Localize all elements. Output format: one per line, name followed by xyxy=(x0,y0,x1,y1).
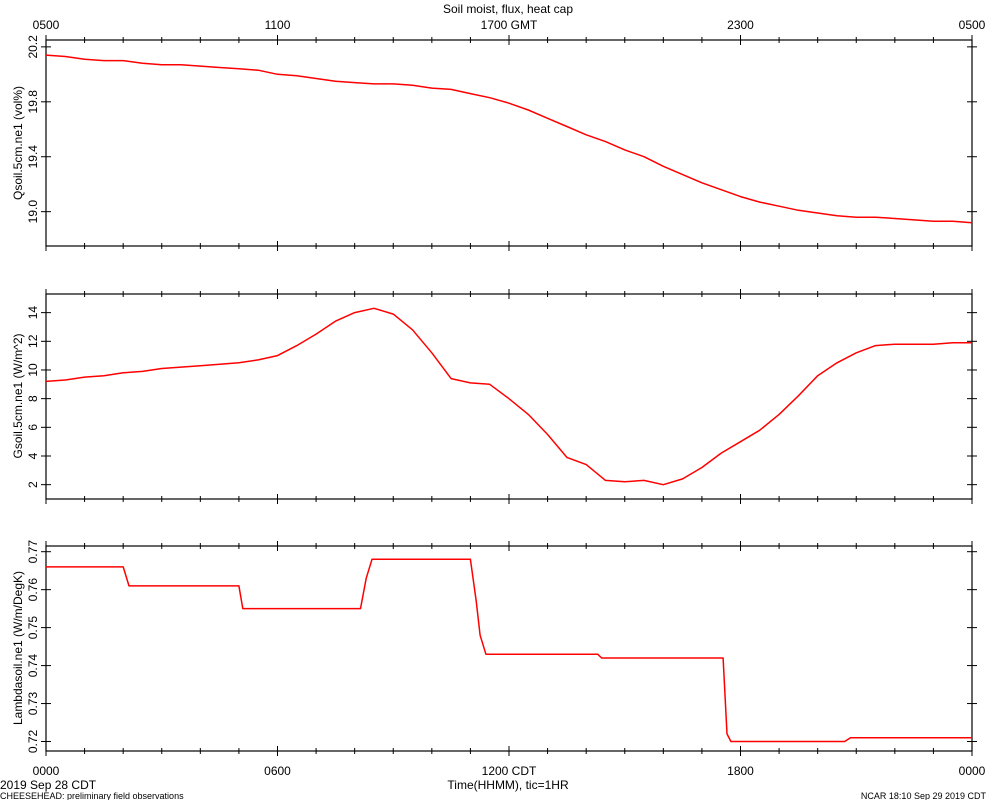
bottom-axis-tick-label: 0000 xyxy=(959,764,986,778)
y-tick-label: 0.72 xyxy=(26,730,40,754)
top-axis-tick-label: 1700 GMT xyxy=(481,18,538,32)
bottom-axis-tick-label: 0000 xyxy=(33,764,60,778)
panel-frame xyxy=(45,293,973,500)
footer-date: 2019 Sep 28 CDT xyxy=(0,778,97,792)
top-time-axis: 0500 1100 1700 GMT 2300 0500 xyxy=(33,18,986,32)
top-axis-tick-label: 1100 xyxy=(265,18,291,32)
panel-2-marks: 2 4 6 8 10 12 14 xyxy=(26,289,977,504)
series-line xyxy=(46,558,972,743)
y-tick-label: 2 xyxy=(26,481,40,488)
y-tick-label: 0.74 xyxy=(26,654,40,678)
top-axis-tick-label: 0500 xyxy=(959,18,986,32)
y-tick-label: 6 xyxy=(26,424,40,431)
y-tick-label: 19.4 xyxy=(26,145,40,169)
y-tick-label: 0.73 xyxy=(26,692,40,716)
bottom-time-axis: 0000 0600 1200 CDT 1800 0000 xyxy=(33,764,986,778)
y-tick-label: 10 xyxy=(26,363,40,377)
panel-frame xyxy=(45,545,973,752)
panel-soil-heat-flux: Gsoil.5cm.ne1 (W/m^2) xyxy=(11,293,973,500)
top-axis-tick-label: 2300 xyxy=(727,18,754,32)
y-axis-label: Qsoil.5cm.ne1 (vol%) xyxy=(11,86,25,200)
y-tick-label: 0.75 xyxy=(26,616,40,640)
y-axis-label: Lambdasoil.ne1 (W/m/DegK) xyxy=(11,571,25,725)
y-tick-label: 20.2 xyxy=(26,35,40,59)
panel-1-marks: 19.0 19.4 19.8 20.2 xyxy=(26,35,977,251)
y-tick-label: 0.76 xyxy=(26,578,40,602)
y-tick-label: 19.8 xyxy=(26,90,40,114)
footer-credit: NCAR 18:10 Sep 29 2019 CDT xyxy=(861,791,987,800)
series-line xyxy=(45,54,973,224)
bottom-axis-tick-label: 0600 xyxy=(264,764,291,778)
y-tick-label: 19.0 xyxy=(26,200,40,224)
y-tick-label: 4 xyxy=(26,452,40,459)
x-axis-label: Time(HHMM), tic=1HR xyxy=(447,778,569,792)
panel-3-marks: 0.72 0.73 0.74 0.75 0.76 0.77 xyxy=(26,540,977,756)
series-line xyxy=(45,307,972,486)
y-tick-label: 14 xyxy=(26,306,40,320)
y-tick-label: 0.77 xyxy=(26,540,40,564)
y-tick-label: 12 xyxy=(26,334,40,348)
bottom-axis-tick-label: 1200 CDT xyxy=(482,764,537,778)
panel-thermal-conductivity: Lambdasoil.ne1 (W/m/DegK) xyxy=(11,545,973,752)
bottom-axis-tick-label: 1800 xyxy=(727,764,754,778)
footer-project: CHEESEHEAD: preliminary field observatio… xyxy=(0,791,184,800)
chart-title: Soil moist, flux, heat cap xyxy=(443,2,573,16)
top-axis-tick-label: 0500 xyxy=(33,18,60,32)
y-axis-label: Gsoil.5cm.ne1 (W/m^2) xyxy=(11,334,25,459)
y-tick-label: 8 xyxy=(26,395,40,402)
